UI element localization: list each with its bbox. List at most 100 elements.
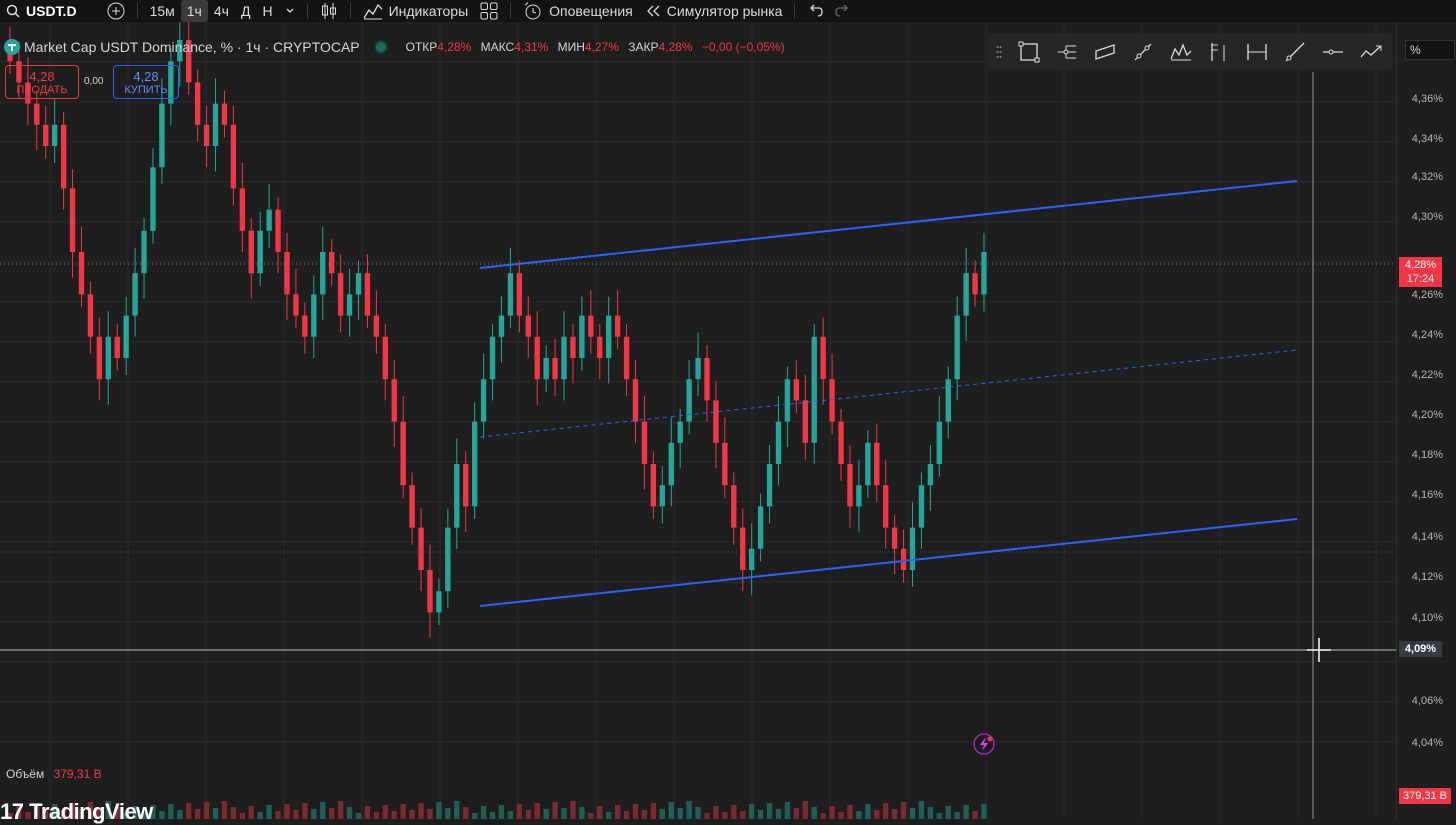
lightning-event-icon[interactable] [973, 733, 995, 755]
candle-body [355, 273, 362, 295]
horizontal-line-icon [1323, 49, 1343, 54]
volume-bar [329, 808, 335, 819]
alerts-button[interactable]: Оповещения [517, 0, 639, 22]
sell-button[interactable]: 4,28 ПРОДАТЬ [5, 65, 79, 99]
timeframe-dropdown[interactable] [279, 0, 301, 22]
candle-body [829, 379, 835, 422]
volume-bar [489, 812, 496, 819]
volume-bar [123, 813, 129, 819]
candle-body [766, 464, 773, 507]
drag-handle[interactable] [988, 33, 1010, 70]
ray-tool[interactable] [1276, 33, 1314, 70]
buy-button[interactable]: 4,28 КУПИТЬ [113, 65, 179, 99]
candle-body [480, 379, 487, 422]
volume-bar [713, 806, 719, 819]
candle-body [34, 103, 40, 125]
axis-unit-button[interactable]: % [1405, 40, 1455, 60]
volume-bar [579, 807, 585, 819]
candle-body [731, 485, 737, 528]
timeframe-day[interactable]: Д [240, 3, 251, 19]
indicators-button[interactable]: Индикаторы [357, 0, 475, 22]
compare-symbol-button[interactable] [101, 0, 131, 22]
pitchfork-tool[interactable] [1048, 33, 1086, 70]
volume-bar [43, 811, 49, 819]
candle-body [150, 167, 156, 231]
volume-bar [239, 813, 246, 819]
volume-bar [641, 810, 648, 819]
path-icon [1360, 45, 1382, 57]
volume-bar [373, 812, 380, 819]
volume-histogram [7, 801, 987, 819]
candle-body [623, 336, 630, 380]
channel-upper-line[interactable] [479, 180, 1298, 269]
timeframe-15m[interactable]: 15м [149, 3, 175, 19]
crosshair-price-tag: 4,09% [1399, 641, 1442, 657]
timeframe-week[interactable]: Н [262, 3, 273, 19]
open-value: 4,28% [437, 40, 472, 54]
volume-bar [900, 802, 907, 819]
channel-lower-line[interactable] [479, 518, 1298, 607]
candle-body [900, 548, 907, 570]
volume-bar [25, 812, 31, 819]
chart-pane[interactable]: Market Cap USDT Dominance, % · 1ч · CRYP… [0, 22, 1396, 824]
candle-body [96, 336, 103, 380]
channel-middle-line[interactable] [479, 349, 1298, 438]
candle-body [784, 379, 791, 422]
undo-button[interactable] [801, 0, 829, 22]
trend-line-icon [1134, 43, 1152, 60]
candle-body [820, 336, 826, 380]
price-chart[interactable] [0, 22, 1396, 819]
candle-body [16, 61, 22, 83]
candle-body [194, 82, 201, 125]
tradingview-logo[interactable]: 17 TradingView [0, 799, 153, 824]
candle-body [579, 315, 585, 358]
volume-bar [775, 809, 782, 819]
volume-bar [659, 809, 665, 819]
symbol-search-button[interactable]: USDT.D [0, 0, 83, 22]
close-key: ЗАКР [628, 40, 659, 54]
volume-bar [650, 803, 657, 819]
candle-body [471, 421, 478, 507]
redo-button[interactable] [829, 0, 857, 22]
volume-price-tag: 379,31 B [1399, 788, 1451, 804]
rectangle-tool[interactable] [1010, 33, 1048, 70]
timeframe-4h[interactable]: 4ч [213, 3, 229, 19]
volume-bar [748, 804, 755, 819]
replay-button[interactable]: Симулятор рынка [639, 0, 789, 22]
volume-bar [105, 801, 111, 819]
candle-body [883, 485, 889, 528]
candle-body [105, 336, 111, 380]
volume-bar [320, 802, 326, 819]
trend-line-tool[interactable] [1124, 33, 1162, 70]
volume-bar [516, 804, 523, 819]
divider [510, 3, 512, 19]
candle-body [320, 252, 326, 295]
volume-bar [945, 806, 951, 819]
parallel-channel-tool[interactable] [1086, 33, 1124, 70]
volume-bar [722, 812, 728, 819]
volume-bar [597, 806, 603, 819]
candle-body [525, 315, 531, 337]
volume-bar [820, 813, 826, 819]
candle-body [695, 358, 701, 380]
candle-body [311, 294, 317, 337]
chart-type-button[interactable] [314, 0, 344, 22]
path-tool[interactable] [1352, 33, 1390, 70]
volume-bar [409, 810, 415, 819]
candle-body [69, 188, 76, 252]
timeframe-1h[interactable]: 1ч [180, 0, 208, 22]
volume-bar [60, 810, 67, 819]
candle-body [373, 315, 380, 337]
volume-bar [382, 805, 388, 819]
date-range-tool[interactable] [1238, 33, 1276, 70]
layouts-button[interactable] [474, 0, 504, 22]
volume-bar [186, 803, 192, 819]
candle-body [168, 61, 174, 104]
volume-bar [874, 810, 880, 819]
pattern-tool[interactable] [1162, 33, 1200, 70]
volume-bar [552, 802, 558, 819]
horizontal-ray-tool[interactable] [1314, 33, 1352, 70]
fib-tool[interactable] [1200, 33, 1238, 70]
price-axis[interactable]: % 4,36% 4,34% 4,32% 4,30% 4,26% 4,24% 4,… [1396, 22, 1456, 819]
candle-body [552, 358, 558, 380]
